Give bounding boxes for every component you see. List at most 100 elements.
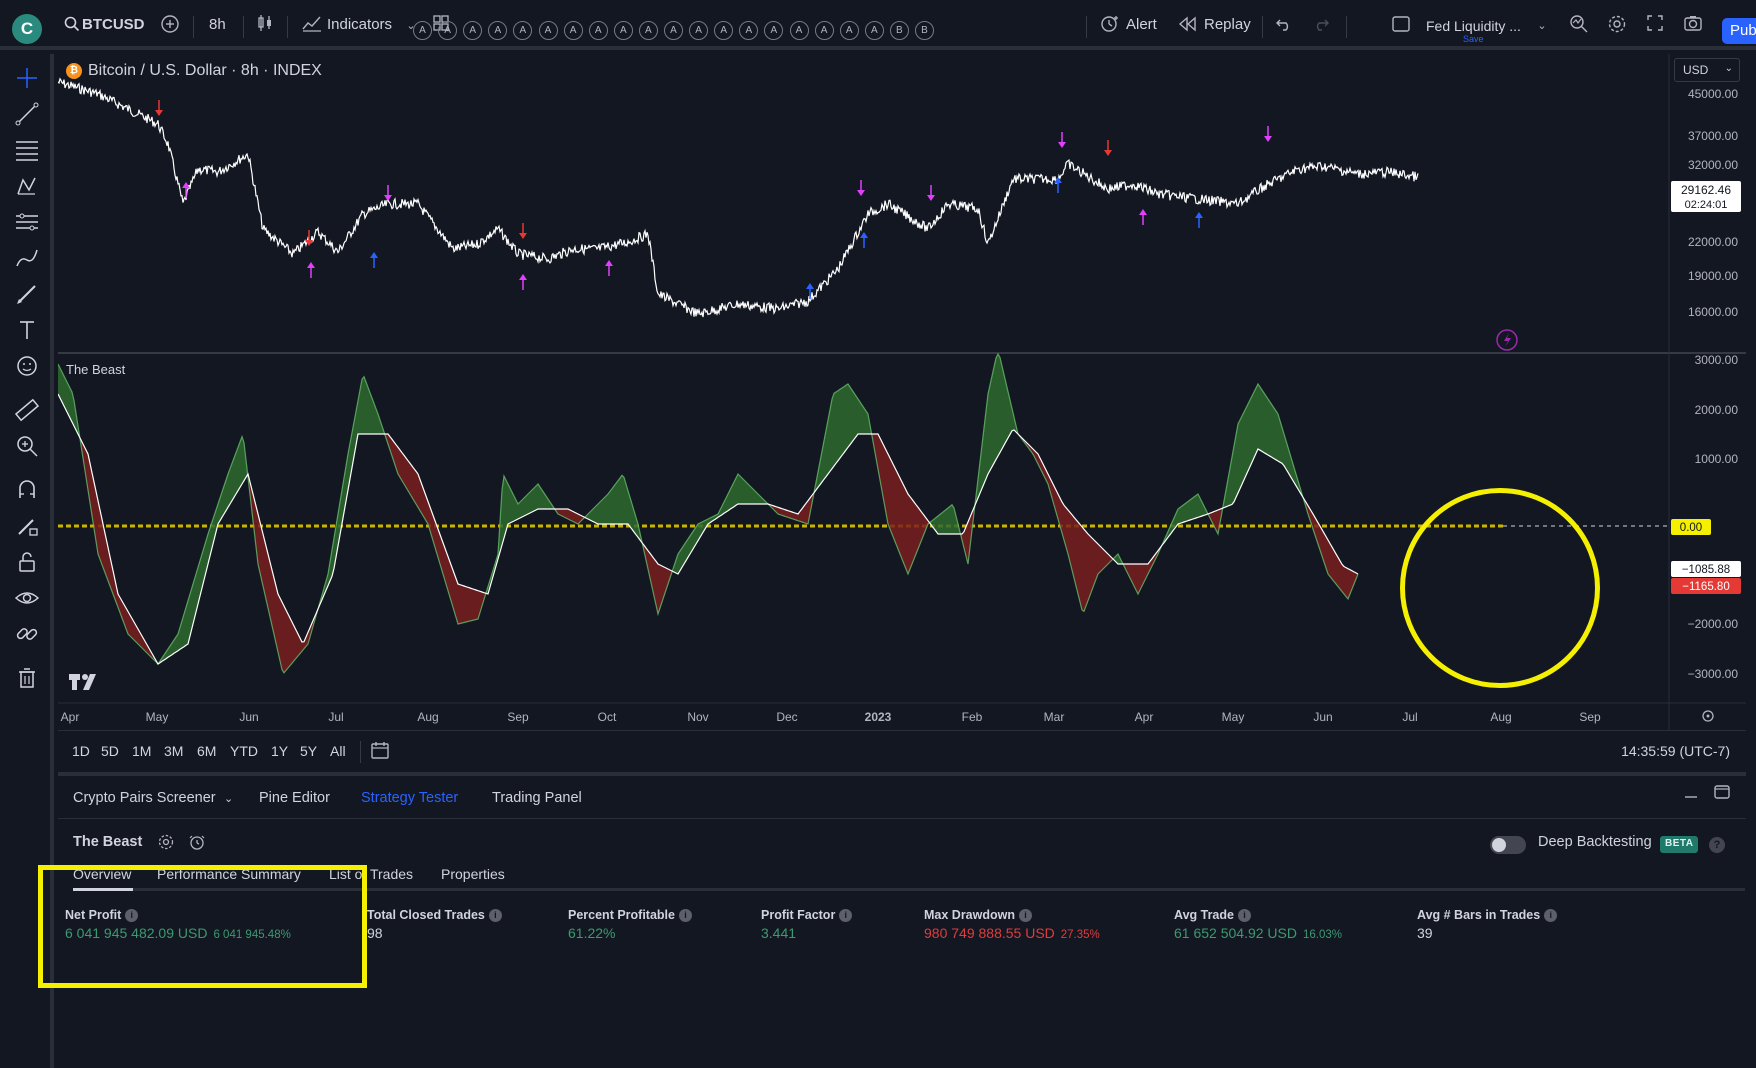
- lock-pen-icon[interactable]: [13, 512, 41, 540]
- script-shortcut-15[interactable]: A: [764, 21, 784, 40]
- fib-retracement-icon[interactable]: [13, 136, 41, 164]
- pen-icon[interactable]: [13, 280, 41, 308]
- strategy-alert-icon[interactable]: [188, 833, 206, 856]
- range-5y[interactable]: 5Y: [300, 743, 318, 759]
- info-icon[interactable]: i: [678, 909, 692, 922]
- alert-icon[interactable]: [1098, 14, 1122, 38]
- tab-crypto-pairs-screener[interactable]: Crypto Pairs Screener: [73, 790, 216, 806]
- compare-add-icon[interactable]: [158, 14, 182, 38]
- script-shortcut-1[interactable]: A: [413, 21, 432, 40]
- link-icon[interactable]: [13, 620, 41, 648]
- layout-save[interactable]: Save: [1463, 34, 1484, 44]
- publish-button[interactable]: Publ: [1722, 18, 1756, 44]
- search-icon[interactable]: [60, 14, 84, 38]
- lock-icon[interactable]: [13, 548, 41, 576]
- script-shortcut-9[interactable]: A: [613, 21, 633, 40]
- script-shortcut-16[interactable]: A: [789, 21, 809, 40]
- prediction-icon[interactable]: [13, 208, 41, 236]
- ruler-icon[interactable]: [13, 396, 41, 424]
- script-shortcut-17[interactable]: A: [814, 21, 834, 40]
- symbol-legend[interactable]: ₿ Bitcoin / U.S. Dollar · 8h · INDEX: [66, 62, 322, 80]
- subtab-list-of-trades[interactable]: List of Trades: [329, 866, 414, 882]
- camera-icon[interactable]: [1681, 14, 1705, 38]
- script-shortcut-8[interactable]: A: [588, 21, 608, 40]
- trend-line-icon[interactable]: [13, 100, 41, 128]
- pattern-icon[interactable]: [13, 172, 41, 200]
- gear-icon[interactable]: [1605, 14, 1629, 38]
- trash-icon[interactable]: [13, 664, 41, 692]
- text-icon[interactable]: [13, 316, 41, 344]
- symbol-search[interactable]: BTCUSD: [82, 16, 145, 33]
- axis-settings-icon[interactable]: [1702, 710, 1714, 722]
- subtab-performance-summary[interactable]: Performance Summary: [157, 866, 301, 882]
- info-icon[interactable]: i: [125, 909, 139, 922]
- goto-date-icon[interactable]: [370, 740, 390, 763]
- currency-select[interactable]: USD ⌄: [1674, 58, 1740, 82]
- maximize-icon[interactable]: [1713, 784, 1731, 804]
- script-shortcut-7[interactable]: A: [563, 21, 583, 40]
- range-1d[interactable]: 1D: [72, 743, 90, 759]
- indicators-icon[interactable]: [300, 14, 324, 38]
- emoji-icon[interactable]: [13, 352, 41, 380]
- info-icon[interactable]: i: [1237, 909, 1251, 922]
- layout-checkbox-icon[interactable]: [1389, 14, 1413, 38]
- crosshair-icon[interactable]: [13, 64, 41, 92]
- minimize-icon[interactable]: [1683, 784, 1699, 804]
- chevron-down-icon[interactable]: ⌄: [1537, 20, 1547, 32]
- chevron-down-icon[interactable]: ⌄: [224, 793, 234, 805]
- script-shortcut-13[interactable]: A: [714, 21, 734, 40]
- deep-backtesting-toggle[interactable]: [1490, 836, 1526, 854]
- script-shortcut-3[interactable]: A: [463, 21, 483, 40]
- script-shortcut-18[interactable]: A: [839, 21, 859, 40]
- undo-icon[interactable]: [1272, 14, 1296, 38]
- eye-icon[interactable]: [13, 584, 41, 612]
- range-all[interactable]: All: [330, 743, 346, 759]
- interval-button[interactable]: 8h: [209, 16, 226, 33]
- range-3m[interactable]: 3M: [164, 743, 184, 759]
- lightning-icon[interactable]: [1496, 329, 1518, 351]
- alert-button[interactable]: Alert: [1126, 16, 1157, 33]
- range-ytd[interactable]: YTD: [230, 743, 258, 759]
- script-shortcut-14[interactable]: A: [739, 21, 759, 40]
- info-icon[interactable]: i: [839, 909, 853, 922]
- user-avatar[interactable]: C: [12, 14, 42, 44]
- subtab-overview[interactable]: Overview: [73, 866, 132, 882]
- script-shortcut-20[interactable]: B: [889, 21, 909, 40]
- range-6m[interactable]: 6M: [197, 743, 217, 759]
- info-icon[interactable]: i: [1544, 909, 1558, 922]
- timezone-clock[interactable]: 14:35:59 (UTC-7): [1621, 743, 1730, 759]
- magnet-icon[interactable]: [13, 476, 41, 504]
- zoom-in-icon[interactable]: [13, 432, 41, 460]
- fullscreen-icon[interactable]: [1643, 14, 1667, 38]
- help-icon[interactable]: ?: [1709, 837, 1725, 853]
- strategy-settings-icon[interactable]: [157, 833, 175, 856]
- candles-icon[interactable]: [253, 14, 277, 38]
- script-shortcut-19[interactable]: A: [864, 21, 884, 40]
- indicators-button[interactable]: Indicators: [327, 16, 393, 33]
- layout-name[interactable]: Fed Liquidity ...: [1426, 18, 1521, 34]
- tab-pine-editor[interactable]: Pine Editor: [259, 790, 330, 806]
- chevron-down-icon[interactable]: ⌄: [406, 20, 416, 32]
- quick-search-icon[interactable]: [1567, 14, 1591, 38]
- range-1m[interactable]: 1M: [132, 743, 152, 759]
- range-5d[interactable]: 5D: [101, 743, 119, 759]
- redo-icon[interactable]: [1309, 14, 1333, 38]
- replay-button[interactable]: Replay: [1204, 16, 1251, 33]
- indicator-legend[interactable]: The Beast: [66, 362, 126, 377]
- info-icon[interactable]: i: [1019, 909, 1032, 922]
- brush-icon[interactable]: [13, 244, 41, 272]
- script-shortcut-5[interactable]: A: [513, 21, 533, 40]
- replay-icon[interactable]: [1176, 14, 1200, 38]
- script-shortcut-12[interactable]: A: [689, 21, 709, 40]
- subtab-properties[interactable]: Properties: [441, 866, 505, 882]
- script-shortcut-11[interactable]: A: [664, 21, 683, 40]
- script-shortcut-4[interactable]: A: [488, 21, 508, 40]
- script-shortcut-10[interactable]: A: [638, 21, 658, 40]
- script-shortcut-2[interactable]: A: [438, 21, 458, 40]
- chart-canvas[interactable]: 45000.0037000.0032000.0026000.0022000.00…: [58, 54, 1746, 730]
- script-shortcut-21[interactable]: B: [915, 21, 934, 40]
- chart-area[interactable]: 45000.0037000.0032000.0026000.0022000.00…: [58, 54, 1746, 730]
- info-icon[interactable]: i: [488, 909, 502, 922]
- range-1y[interactable]: 1Y: [271, 743, 289, 759]
- tab-trading-panel[interactable]: Trading Panel: [492, 790, 582, 806]
